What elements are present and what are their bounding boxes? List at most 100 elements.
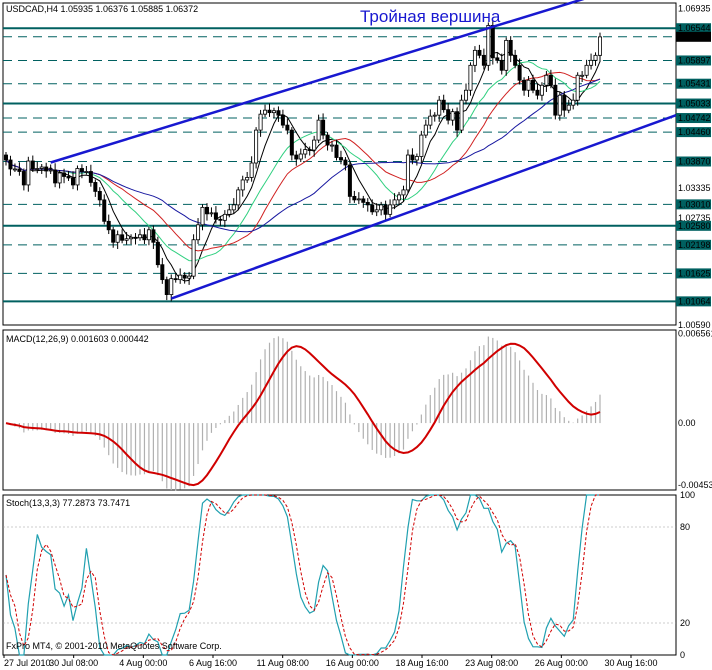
candle-body <box>44 166 49 172</box>
candle-body <box>539 84 544 96</box>
copyright-text: FxPro MT4, © 2001-2010 MetaQuotes Softwa… <box>6 641 222 651</box>
candle-body <box>276 110 281 116</box>
price-tick-label: 1.04742 <box>678 113 711 123</box>
price-tick-label: 1.05897 <box>678 55 711 65</box>
candle-body <box>169 278 174 295</box>
stoch-tick-label: 20 <box>680 618 690 628</box>
candle-body <box>370 204 375 213</box>
candle-body <box>111 229 116 243</box>
candle-body <box>414 156 419 161</box>
candle-body <box>155 241 160 266</box>
macd-panel-frame <box>2 329 677 491</box>
candle-body <box>88 171 93 183</box>
candle-body <box>48 169 53 172</box>
price-label-box <box>676 199 711 210</box>
x-tick-label: 18 Aug 16:00 <box>395 658 448 668</box>
candle-body <box>178 274 183 281</box>
price-label-box <box>676 55 711 66</box>
price-label-box <box>676 23 711 34</box>
price-tick-label: 1.04460 <box>678 127 711 137</box>
candle-body <box>343 159 348 166</box>
candle-body <box>593 54 598 61</box>
candle-body <box>258 113 263 131</box>
candle-body <box>4 154 9 161</box>
price-tick-label: 1.03870 <box>678 157 711 167</box>
price-label-box <box>676 156 711 167</box>
candle-body <box>93 182 98 192</box>
candle-body <box>584 64 589 76</box>
candle-body <box>218 218 223 221</box>
price-label-box <box>676 113 711 124</box>
candle-body <box>589 59 594 66</box>
candle-body <box>285 124 290 131</box>
candle-body <box>531 79 536 91</box>
candle-body <box>410 154 415 161</box>
candle-body <box>12 168 17 171</box>
candle-body <box>423 124 428 136</box>
macd-panel <box>5 336 601 491</box>
price-tick-label: 1.01064 <box>678 296 711 306</box>
macd-header: MACD(12,26,9) 0.001603 0.000442 <box>6 334 149 344</box>
candle-body <box>405 154 410 191</box>
candle-body <box>504 39 509 71</box>
x-tick-label: 4 Aug 00:00 <box>119 658 167 668</box>
price-tick-label: 1.05033 <box>678 99 711 109</box>
price-channel <box>50 0 677 300</box>
price-tick-label: 1.02580 <box>678 221 711 231</box>
candle-body <box>352 195 357 201</box>
candle-body <box>236 189 241 206</box>
x-tick-label: 6 Aug 16:00 <box>189 658 237 668</box>
candle-body <box>450 111 455 121</box>
candle-body <box>557 94 562 116</box>
candle-body <box>397 194 402 201</box>
candle-body <box>129 236 134 240</box>
candle-body <box>303 149 308 155</box>
candle-body <box>495 57 500 61</box>
candle-body <box>222 213 227 221</box>
candle-body <box>173 278 178 281</box>
candle-body <box>365 201 370 206</box>
chart-frames <box>2 2 677 656</box>
candle-body <box>62 172 67 177</box>
candle-body <box>115 234 120 243</box>
ma-green-line <box>5 61 601 262</box>
candle-body <box>66 176 71 179</box>
candle-body <box>312 139 317 151</box>
candle-body <box>499 59 504 71</box>
candle-body <box>182 274 187 279</box>
candle-body <box>97 191 102 201</box>
candle-body <box>325 134 330 146</box>
price-label-box <box>676 268 711 279</box>
stoch-tick-label: 80 <box>680 522 690 532</box>
price-label-box <box>676 98 711 109</box>
candle-body <box>562 94 567 111</box>
candle-body <box>446 109 451 121</box>
candle-body <box>468 64 473 91</box>
candle-body <box>513 54 518 66</box>
candle-body <box>213 212 218 220</box>
x-tick-label: 27 Jul 2010 <box>4 658 51 668</box>
candle-body <box>84 171 89 173</box>
candle-body <box>432 114 437 117</box>
candle-body <box>490 25 495 59</box>
channel-upper-line <box>50 0 585 164</box>
channel-lower-line <box>170 113 677 300</box>
candle-body <box>35 168 40 170</box>
candle-body <box>133 236 138 239</box>
candle-body <box>254 129 259 164</box>
candle-body <box>231 204 236 211</box>
price-levels <box>3 27 676 303</box>
x-tick-label: 26 Aug 00:00 <box>535 658 588 668</box>
candle-body <box>566 104 571 111</box>
candle-body <box>209 212 214 215</box>
candle-body <box>321 119 326 136</box>
price-label-box <box>676 127 711 138</box>
price-tick-label: 1.05431 <box>678 79 711 89</box>
candle-body <box>21 171 26 186</box>
candle-body <box>142 234 147 241</box>
price-tick-label: 1.03335 <box>678 183 711 193</box>
candle-body <box>334 144 339 158</box>
candle-body <box>548 74 553 86</box>
candle-body <box>271 110 276 114</box>
candle-body <box>379 204 384 211</box>
